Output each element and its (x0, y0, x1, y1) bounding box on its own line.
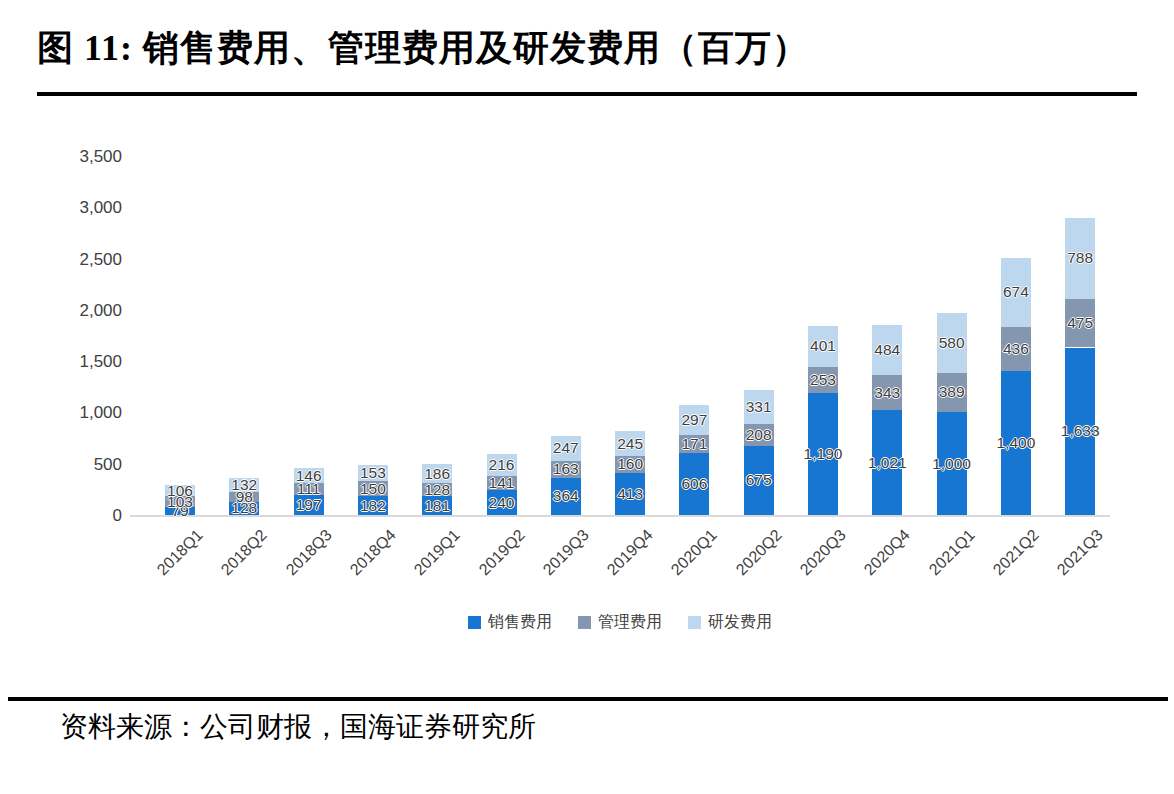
x-axis-tick-label: 2019Q2 (475, 526, 528, 579)
legend-swatch-icon (578, 616, 591, 629)
x-axis-tick-label: 2019Q3 (540, 526, 593, 579)
x-axis-tick-label: 2021Q2 (990, 526, 1043, 579)
bar-value-label: 674 (974, 283, 1058, 301)
x-axis-tick-label: 2018Q2 (218, 526, 271, 579)
x-axis-tick-label: 2021Q3 (1054, 526, 1107, 579)
y-axis-tick-label: 500 (32, 455, 122, 475)
legend-item-销售费用: 销售费用 (468, 612, 552, 633)
source-note: 资料来源：公司财报，国海证券研究所 (60, 708, 536, 746)
bar-value-label: 436 (974, 340, 1058, 358)
y-axis-tick-label: 2,500 (32, 250, 122, 270)
legend-item-研发费用: 研发费用 (688, 612, 772, 633)
legend-label: 销售费用 (488, 612, 552, 633)
x-axis-tick-label: 2020Q2 (732, 526, 785, 579)
y-axis-tick-label: 1,000 (32, 403, 122, 423)
bar-value-label: 160 (588, 455, 672, 473)
x-axis-tick-label: 2020Q3 (797, 526, 850, 579)
bar-value-label: 1,000 (910, 455, 994, 473)
legend-item-管理费用: 管理费用 (578, 612, 662, 633)
y-axis-tick-label: 0 (32, 506, 122, 526)
x-axis-tick-label: 2018Q1 (154, 526, 207, 579)
y-axis-tick-label: 2,000 (32, 301, 122, 321)
chart-legend: 销售费用 管理费用 研发费用 (130, 612, 1110, 633)
x-axis-tick-label: 2021Q1 (925, 526, 978, 579)
x-axis-tick-label: 2018Q3 (282, 526, 335, 579)
legend-label: 管理费用 (598, 612, 662, 633)
x-axis-tick-label: 2019Q4 (604, 526, 657, 579)
y-axis-tick-label: 1,500 (32, 352, 122, 372)
bar-value-label: 331 (717, 398, 801, 416)
legend-swatch-icon (688, 616, 701, 629)
legend-swatch-icon (468, 616, 481, 629)
x-axis-tick-label: 2019Q1 (411, 526, 464, 579)
x-axis-tick-label: 2020Q1 (668, 526, 721, 579)
legend-label: 研发费用 (708, 612, 772, 633)
bar-value-label: 1,633 (1038, 422, 1122, 440)
bar-value-label: 389 (910, 383, 994, 401)
x-axis-tick-label: 2018Q4 (347, 526, 400, 579)
source-divider-line (8, 697, 1168, 701)
stacked-bar-chart: 05001,0001,5002,0002,5003,0003,500791031… (0, 0, 1174, 700)
bar-value-label: 788 (1038, 249, 1122, 267)
y-axis-tick-label: 3,500 (32, 147, 122, 167)
x-axis-tick-label: 2020Q4 (861, 526, 914, 579)
y-axis-tick-label: 3,000 (32, 198, 122, 218)
bar-value-label: 208 (717, 426, 801, 444)
bar-value-label: 475 (1038, 314, 1122, 332)
bar-value-label: 675 (717, 471, 801, 489)
report-figure-page: { "figure": { "title_prefix": "图 11:", "… (0, 0, 1174, 794)
